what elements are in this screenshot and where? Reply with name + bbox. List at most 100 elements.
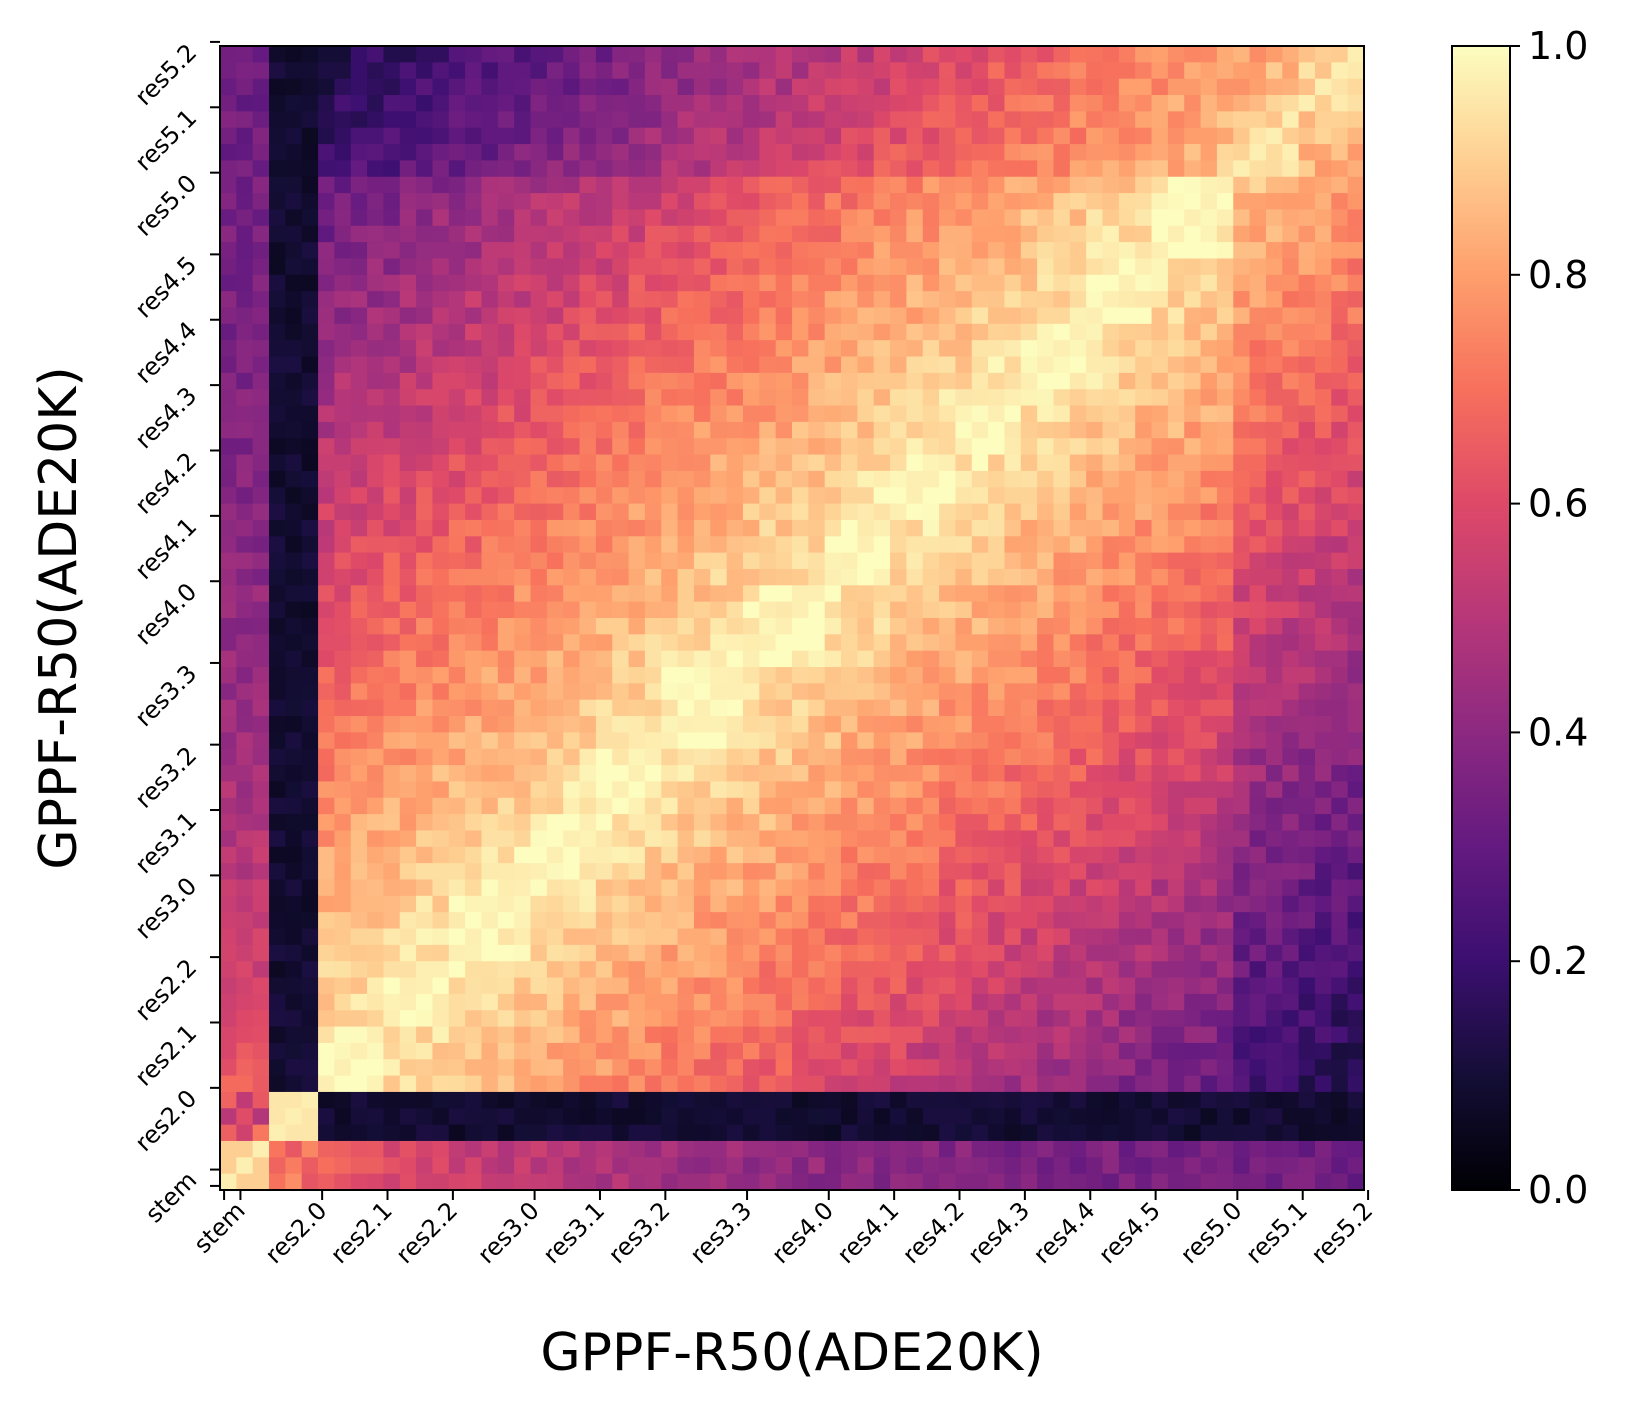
heatmap-cell [1216,601,1234,619]
heatmap-cell [432,470,450,488]
heatmap-cell [367,421,385,439]
heatmap-cell [252,585,270,603]
heatmap-cell [416,601,434,619]
heatmap-cell [873,127,891,145]
heatmap-cell [416,585,434,603]
x-tick-label: res4.3 [962,1196,1035,1269]
heatmap-cell [269,421,286,439]
heatmap-cell [563,193,581,211]
heatmap-cell [1135,634,1153,652]
heatmap-cell [465,667,483,684]
heatmap-cell [350,716,368,733]
heatmap-cell [710,389,728,407]
heatmap-cell [644,389,662,407]
heatmap-cell [563,307,581,325]
heatmap-cell [546,846,564,864]
heatmap-cell [1282,95,1300,112]
heatmap-cell [1118,683,1136,701]
heatmap-cell [955,372,973,390]
heatmap-cell [1282,225,1300,243]
heatmap-cell [824,95,842,112]
heatmap-cell [1086,601,1104,619]
heatmap-cell [465,1124,483,1142]
heatmap-cell [775,716,793,733]
heatmap-cell [890,1091,907,1109]
heatmap-cell [775,667,793,684]
heatmap-cell [1118,961,1136,979]
heatmap-cell [628,797,646,815]
heatmap-cell [595,977,613,995]
heatmap-cell [1037,650,1055,668]
heatmap-cell [448,928,466,946]
heatmap-cell [1265,585,1283,603]
heatmap-cell [220,1075,237,1093]
heatmap-cell [726,62,744,80]
heatmap-cell [448,618,466,635]
heatmap-cell [1069,977,1087,995]
heatmap-cell [1167,1091,1185,1109]
heatmap-cell [857,454,875,472]
heatmap-cell [220,1091,237,1109]
heatmap-cell [759,650,777,668]
heatmap-cell [1265,814,1283,832]
heatmap-cell [612,765,630,783]
heatmap-cell [1086,242,1104,260]
heatmap-cell [334,242,352,260]
heatmap-cell [595,225,613,243]
heatmap-cell [824,503,842,521]
heatmap-cell [1037,1124,1055,1142]
heatmap-cell [857,1091,875,1109]
heatmap-cell [220,470,237,488]
heatmap-cell [693,225,711,243]
heatmap-cell [497,699,515,717]
heatmap-cell [922,372,940,390]
heatmap-cell [792,62,809,80]
heatmap-cell [1037,732,1055,750]
heatmap-cell [1331,209,1349,227]
heatmap-cell [661,732,679,750]
heatmap-cell [465,225,483,243]
heatmap-cell [1265,1157,1283,1175]
heatmap-cell [1086,928,1104,946]
heatmap-cell [220,863,237,881]
heatmap-cell [1200,1010,1218,1028]
heatmap-cell [1265,438,1283,456]
heatmap-cell [285,650,303,668]
heatmap-cell [1118,1157,1136,1175]
heatmap-cell [1216,1108,1234,1126]
heatmap-cell [1298,95,1316,112]
heatmap-cell [661,258,679,276]
heatmap-cell [988,389,1006,407]
heatmap-cell [448,274,466,292]
heatmap-cell [1020,144,1038,161]
heatmap-cell [710,438,728,456]
heatmap-cell [824,193,842,211]
heatmap-cell [1020,1026,1038,1044]
heatmap-cell [1233,421,1251,439]
heatmap-cell [1200,405,1218,423]
y-axis-title: GPPF-R50(ADE20K) [29,366,89,869]
heatmap-cell [1151,1157,1169,1175]
heatmap-cell [318,601,335,619]
heatmap-cell [1233,601,1251,619]
heatmap-cell [677,503,695,521]
heatmap-cell [1004,601,1022,619]
heatmap-cell [367,291,385,309]
heatmap-cell [448,405,466,423]
heatmap-cell [1265,127,1283,145]
heatmap-cell [1135,846,1153,864]
heatmap-cell [432,356,450,374]
heatmap-cell [857,176,875,194]
heatmap-cell [644,144,662,161]
heatmap-cell [1216,209,1234,227]
heatmap-cell [1069,618,1087,635]
heatmap-cell [1118,814,1136,832]
heatmap-cell [1118,487,1136,505]
heatmap-cell [1249,160,1267,178]
heatmap-cell [563,634,581,652]
heatmap-cell [1200,78,1218,96]
heatmap-cell [301,928,319,946]
heatmap-cell [432,111,450,129]
heatmap-cell [1151,95,1169,112]
heatmap-cell [824,144,842,161]
